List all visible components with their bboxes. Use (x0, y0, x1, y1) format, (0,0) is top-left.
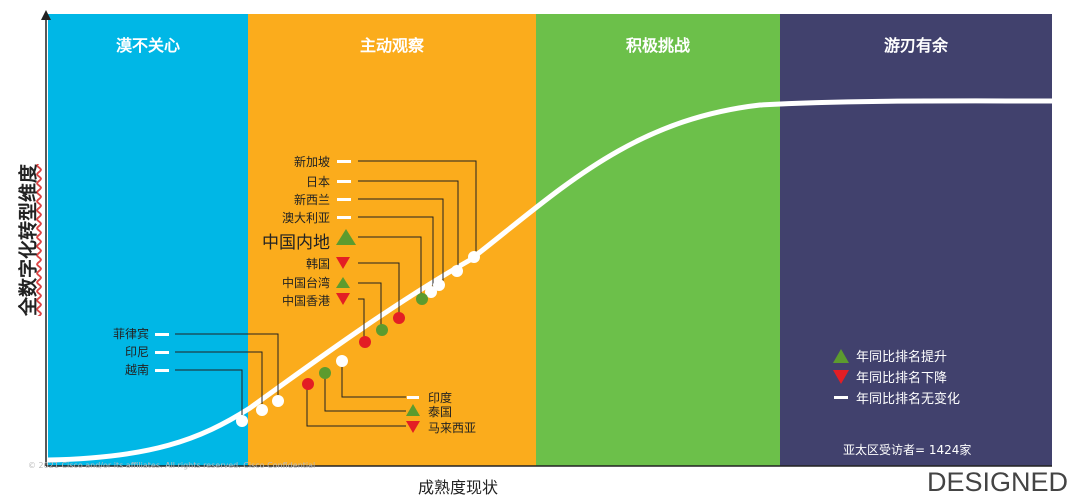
zone-title: 游刃有余 (883, 36, 948, 55)
marker-india (336, 355, 348, 367)
label-singapore: 新加坡 (293, 155, 330, 169)
respondent-count: 亚太区受访者= 1424家 (843, 443, 972, 457)
leader-lines (175, 160, 477, 427)
brand-wordmark: DESIGNED (927, 467, 1069, 497)
copyright-notice: © 2021 Cisco and/or its affiliates. All … (28, 461, 316, 470)
marker-thailand (319, 367, 331, 379)
unchanged-dash-icon (337, 216, 351, 219)
label-thailand: 泰国 (428, 405, 453, 419)
marker-vietnam (236, 415, 248, 427)
label-new-zealand: 新西兰 (293, 193, 330, 207)
zone-observing: 主动观察 (248, 14, 536, 466)
marker-taiwan (376, 324, 388, 336)
legend-item-down: 年同比排名下降 (830, 366, 960, 387)
triangle-down-icon (336, 293, 350, 305)
legend-item-unchanged: 年同比排名无变化 (830, 387, 960, 408)
y-axis-arrow (41, 10, 51, 20)
zone-title: 主动观察 (359, 36, 424, 55)
marker-hong-kong (359, 336, 371, 348)
triangle-up-icon (830, 348, 852, 363)
marker-korea (393, 312, 405, 324)
zone-title: 积极挑战 (625, 36, 690, 55)
label-korea: 韩国 (305, 257, 330, 271)
label-taiwan: 中国台湾 (281, 276, 330, 290)
triangle-down-icon (830, 369, 852, 384)
zone-challenging: 积极挑战 (536, 14, 780, 466)
label-india: 印度 (428, 391, 453, 405)
label-hong-kong: 中国香港 (281, 294, 330, 308)
marker-indonesia (256, 404, 268, 416)
triangle-up-icon (336, 277, 350, 288)
zone-indifferent: 漠不关心 (48, 14, 248, 466)
zone-title: 漠不关心 (115, 36, 180, 55)
marker-malaysia (302, 378, 314, 390)
unchanged-dash-icon (337, 198, 351, 201)
legend: 年同比排名提升 年同比排名下降 年同比排名无变化 (830, 345, 960, 408)
triangle-up-icon (406, 404, 420, 416)
curve-markers (236, 251, 480, 427)
unchanged-dash-icon (337, 160, 351, 163)
legend-label: 年同比排名无变化 (856, 392, 961, 407)
marker-japan (451, 265, 463, 277)
label-philippines: 菲律宾 (112, 327, 149, 341)
dash-icon (830, 395, 852, 400)
label-malaysia: 马来西亚 (428, 421, 477, 435)
triangle-down-icon (406, 421, 420, 433)
unchanged-dash-icon (337, 180, 351, 183)
label-japan: 日本 (305, 175, 330, 189)
triangle-down-icon (336, 257, 350, 269)
label-vietnam: 越南 (124, 363, 149, 377)
x-axis-label: 成熟度现状 (418, 478, 499, 497)
legend-item-up: 年同比排名提升 (830, 345, 960, 366)
marker-australia (425, 286, 437, 298)
unchanged-dash-icon (155, 351, 169, 354)
marker-singapore (468, 251, 480, 263)
marker-new-zealand (433, 279, 445, 291)
unchanged-dash-icon (155, 369, 169, 372)
triangle-up-icon (336, 229, 356, 245)
label-indonesia: 印尼 (124, 345, 149, 359)
s-curve (47, 98, 1053, 463)
legend-label: 年同比排名下降 (856, 371, 948, 386)
y-axis-label: 全数字化转型维度 (17, 163, 40, 317)
unchanged-dash-icon (407, 396, 419, 399)
zone-proficient: 游刃有余 (780, 14, 1052, 466)
label-australia: 澳大利亚 (281, 211, 330, 225)
status-symbols (155, 160, 420, 433)
unchanged-dash-icon (155, 333, 169, 336)
legend-label: 年同比排名提升 (856, 350, 948, 365)
marker-mainland-china (416, 293, 428, 305)
label-mainland-china: 中国内地 (262, 233, 330, 253)
marker-philippines (272, 395, 284, 407)
